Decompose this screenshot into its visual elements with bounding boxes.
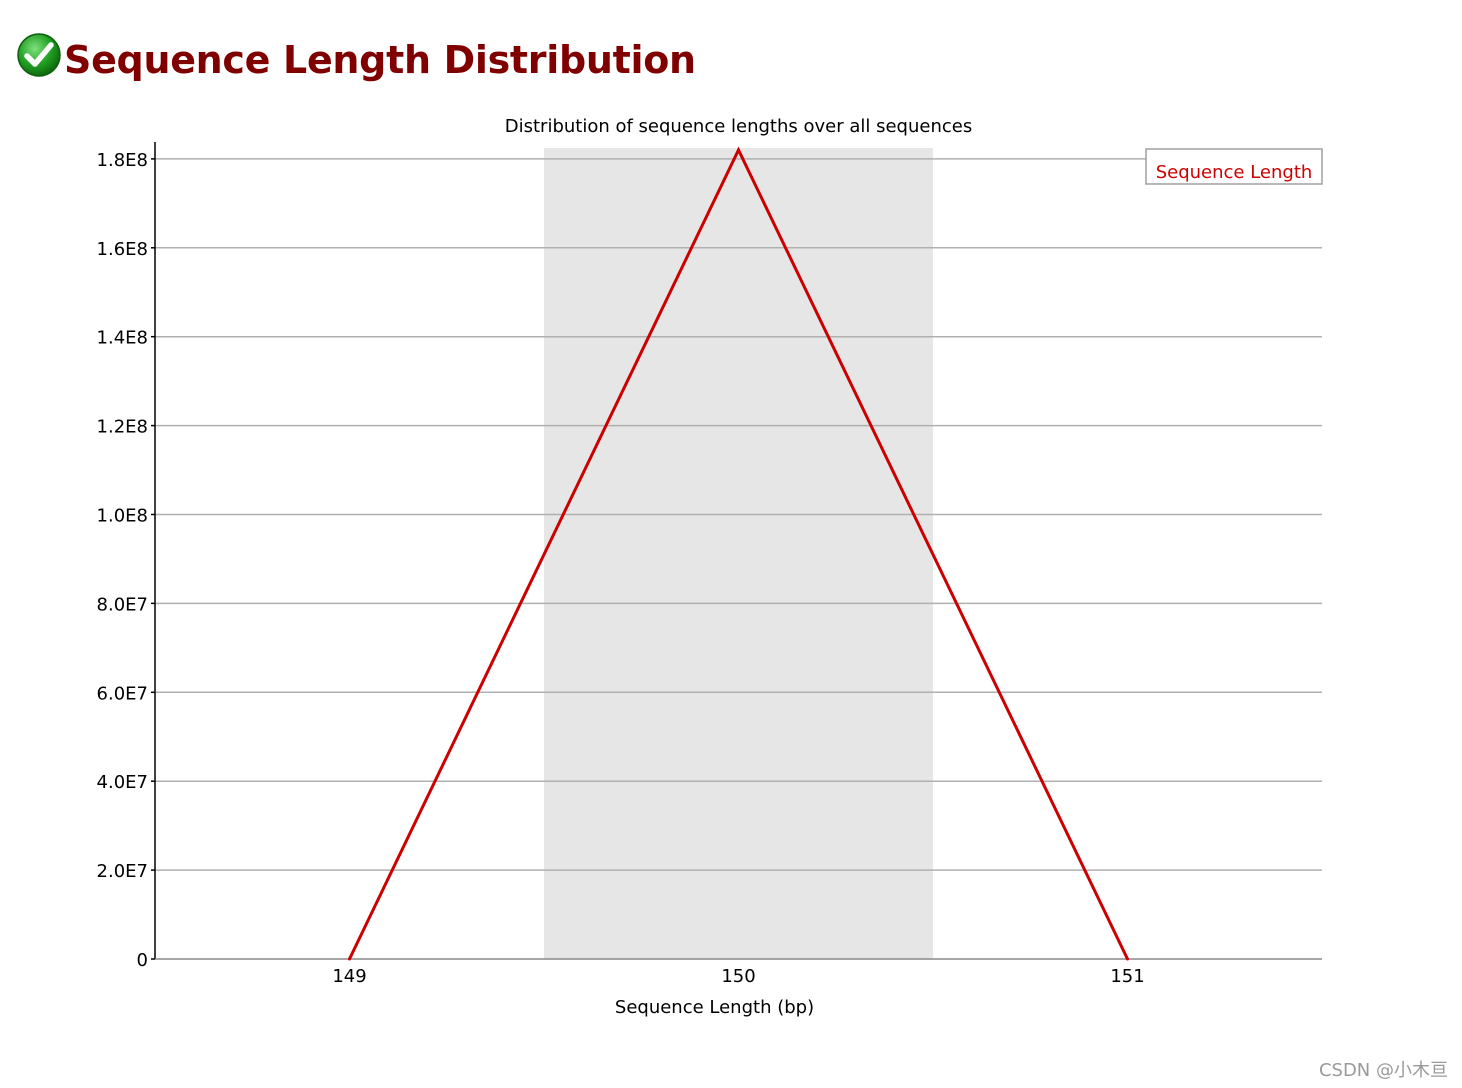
data-point [737,148,740,152]
x-tick-label: 151 [1110,966,1144,987]
legend-box [1145,148,1323,185]
report-header: Sequence Length Distribution [16,28,696,92]
data-point [1126,957,1129,961]
data-point [348,957,351,961]
legend-entry: Sequence Length [1156,162,1313,183]
x-tick-label: 149 [332,966,366,987]
y-tick-label: 0 [137,950,148,971]
y-tick-label: 1.4E8 [97,328,148,349]
chart-title: Distribution of sequence lengths over al… [505,116,972,137]
y-tick-label: 6.0E7 [97,683,148,704]
x-tick-label: 150 [721,966,755,987]
watermark: CSDN @小木亘 [1318,1060,1448,1081]
pass-check-icon [17,33,61,77]
x-axis-label: Sequence Length (bp) [615,997,814,1018]
y-tick-label: 1.2E8 [97,417,148,438]
y-tick-label: 2.0E7 [97,861,148,882]
y-tick-label: 1.0E8 [97,505,148,526]
y-tick-label: 8.0E7 [97,594,148,615]
y-tick-label: 1.6E8 [97,239,148,260]
y-tick-label: 1.8E8 [97,150,148,171]
y-tick-label: 4.0E7 [97,772,148,793]
page-title: Sequence Length Distribution [64,38,696,82]
highlight-band [544,148,933,959]
